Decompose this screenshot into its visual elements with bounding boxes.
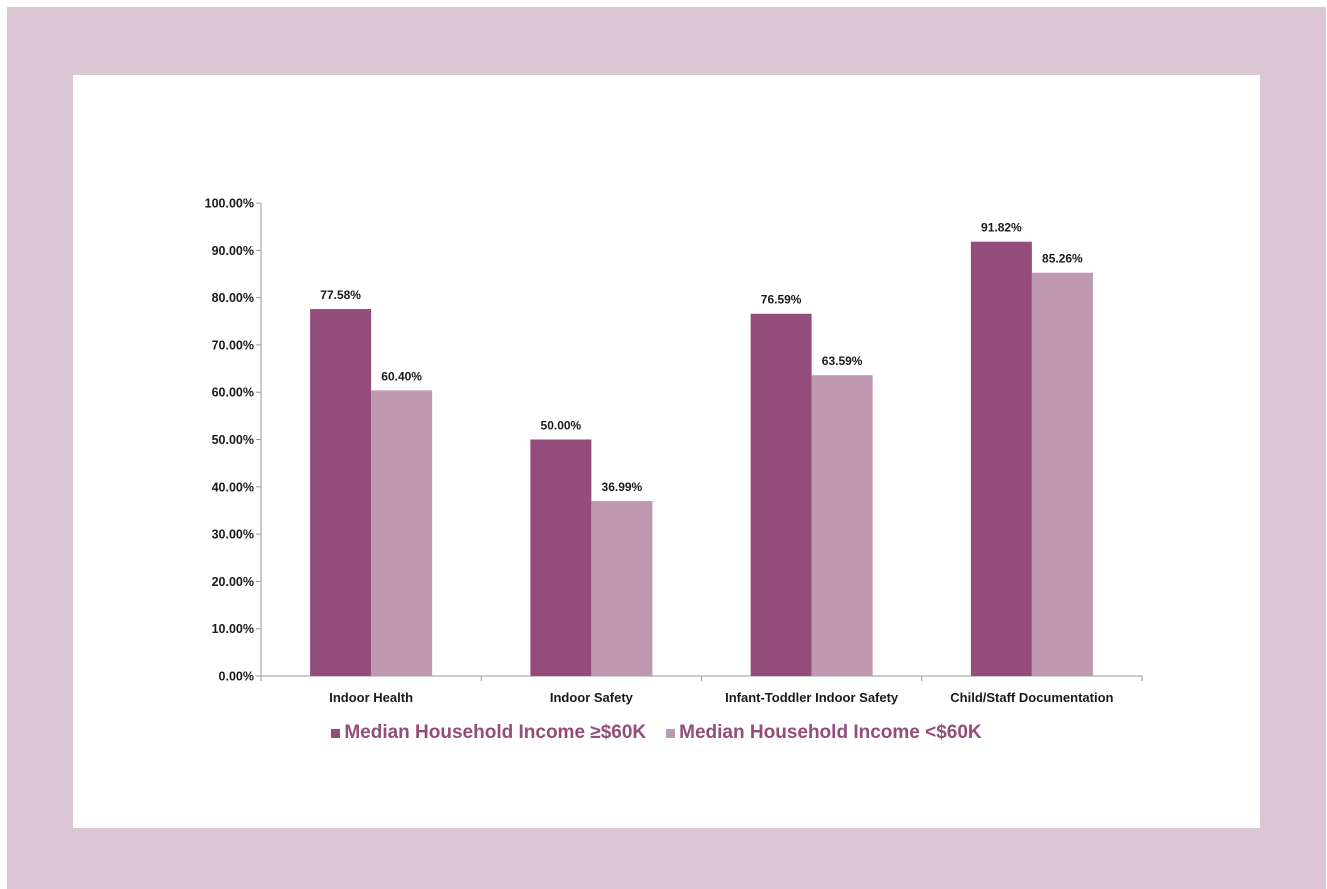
y-tick-label: 80.00% (212, 291, 254, 305)
x-tick-label: Infant-Toddler Indoor Safety (725, 690, 899, 705)
y-tick-label: 70.00% (212, 338, 254, 352)
y-tick-label: 0.00% (219, 670, 254, 684)
x-tick-label: Child/Staff Documentation (950, 690, 1113, 705)
legend-swatch-series-2 (666, 728, 676, 738)
y-tick-label: 100.00% (205, 197, 254, 211)
y-tick-label: 30.00% (212, 528, 254, 542)
legend-label-series-2: Median Household Income <$60K (679, 722, 982, 743)
chart-frame: 0.00% 10.00% 20.00% 30.00% 40.00% 50.00% 60.00… (7, 7, 1326, 889)
y-tick-label: 20.00% (212, 575, 254, 589)
data-label: 76.59% (761, 293, 802, 307)
y-tick-label: 90.00% (212, 244, 254, 258)
data-label: 50.00% (541, 419, 582, 433)
y-tick-label: 50.00% (212, 433, 254, 447)
chart-panel: 0.00% 10.00% 20.00% 30.00% 40.00% 50.00% 60.00… (73, 75, 1260, 828)
bar-series-1 (750, 313, 812, 676)
legend-item-series-2: Median Household Income <$60K (666, 722, 982, 744)
x-tick-label: Indoor Health (329, 690, 413, 705)
y-tick-label: 10.00% (212, 622, 254, 636)
y-tick-label: 60.00% (212, 386, 254, 400)
data-label: 91.82% (981, 221, 1022, 235)
y-tick-label: 40.00% (212, 480, 254, 494)
legend-item-series-1: Median Household Income ≥$60K (331, 722, 646, 744)
data-label: 60.40% (381, 369, 422, 383)
bar-series-2 (1031, 272, 1093, 676)
data-label: 36.99% (602, 480, 643, 494)
legend-label-series-1: Median Household Income ≥$60K (344, 722, 647, 743)
data-label: 77.58% (320, 288, 361, 302)
data-label: 63.59% (822, 354, 863, 368)
bar-series-2 (811, 375, 873, 676)
bar-series-1 (310, 309, 372, 676)
bar-series-1 (530, 439, 592, 676)
bar-series-2 (371, 390, 433, 676)
bar-chart: 0.00% 10.00% 20.00% 30.00% 40.00% 50.00% 60.00… (205, 197, 1143, 705)
data-label: 85.26% (1042, 252, 1083, 266)
legend: Median Household Income ≥$60K Median Hou… (73, 722, 1260, 744)
bar-series-2 (591, 501, 653, 676)
bar-series-1 (970, 241, 1032, 676)
legend-swatch-series-1 (331, 728, 341, 738)
x-tick-label: Indoor Safety (550, 690, 634, 705)
